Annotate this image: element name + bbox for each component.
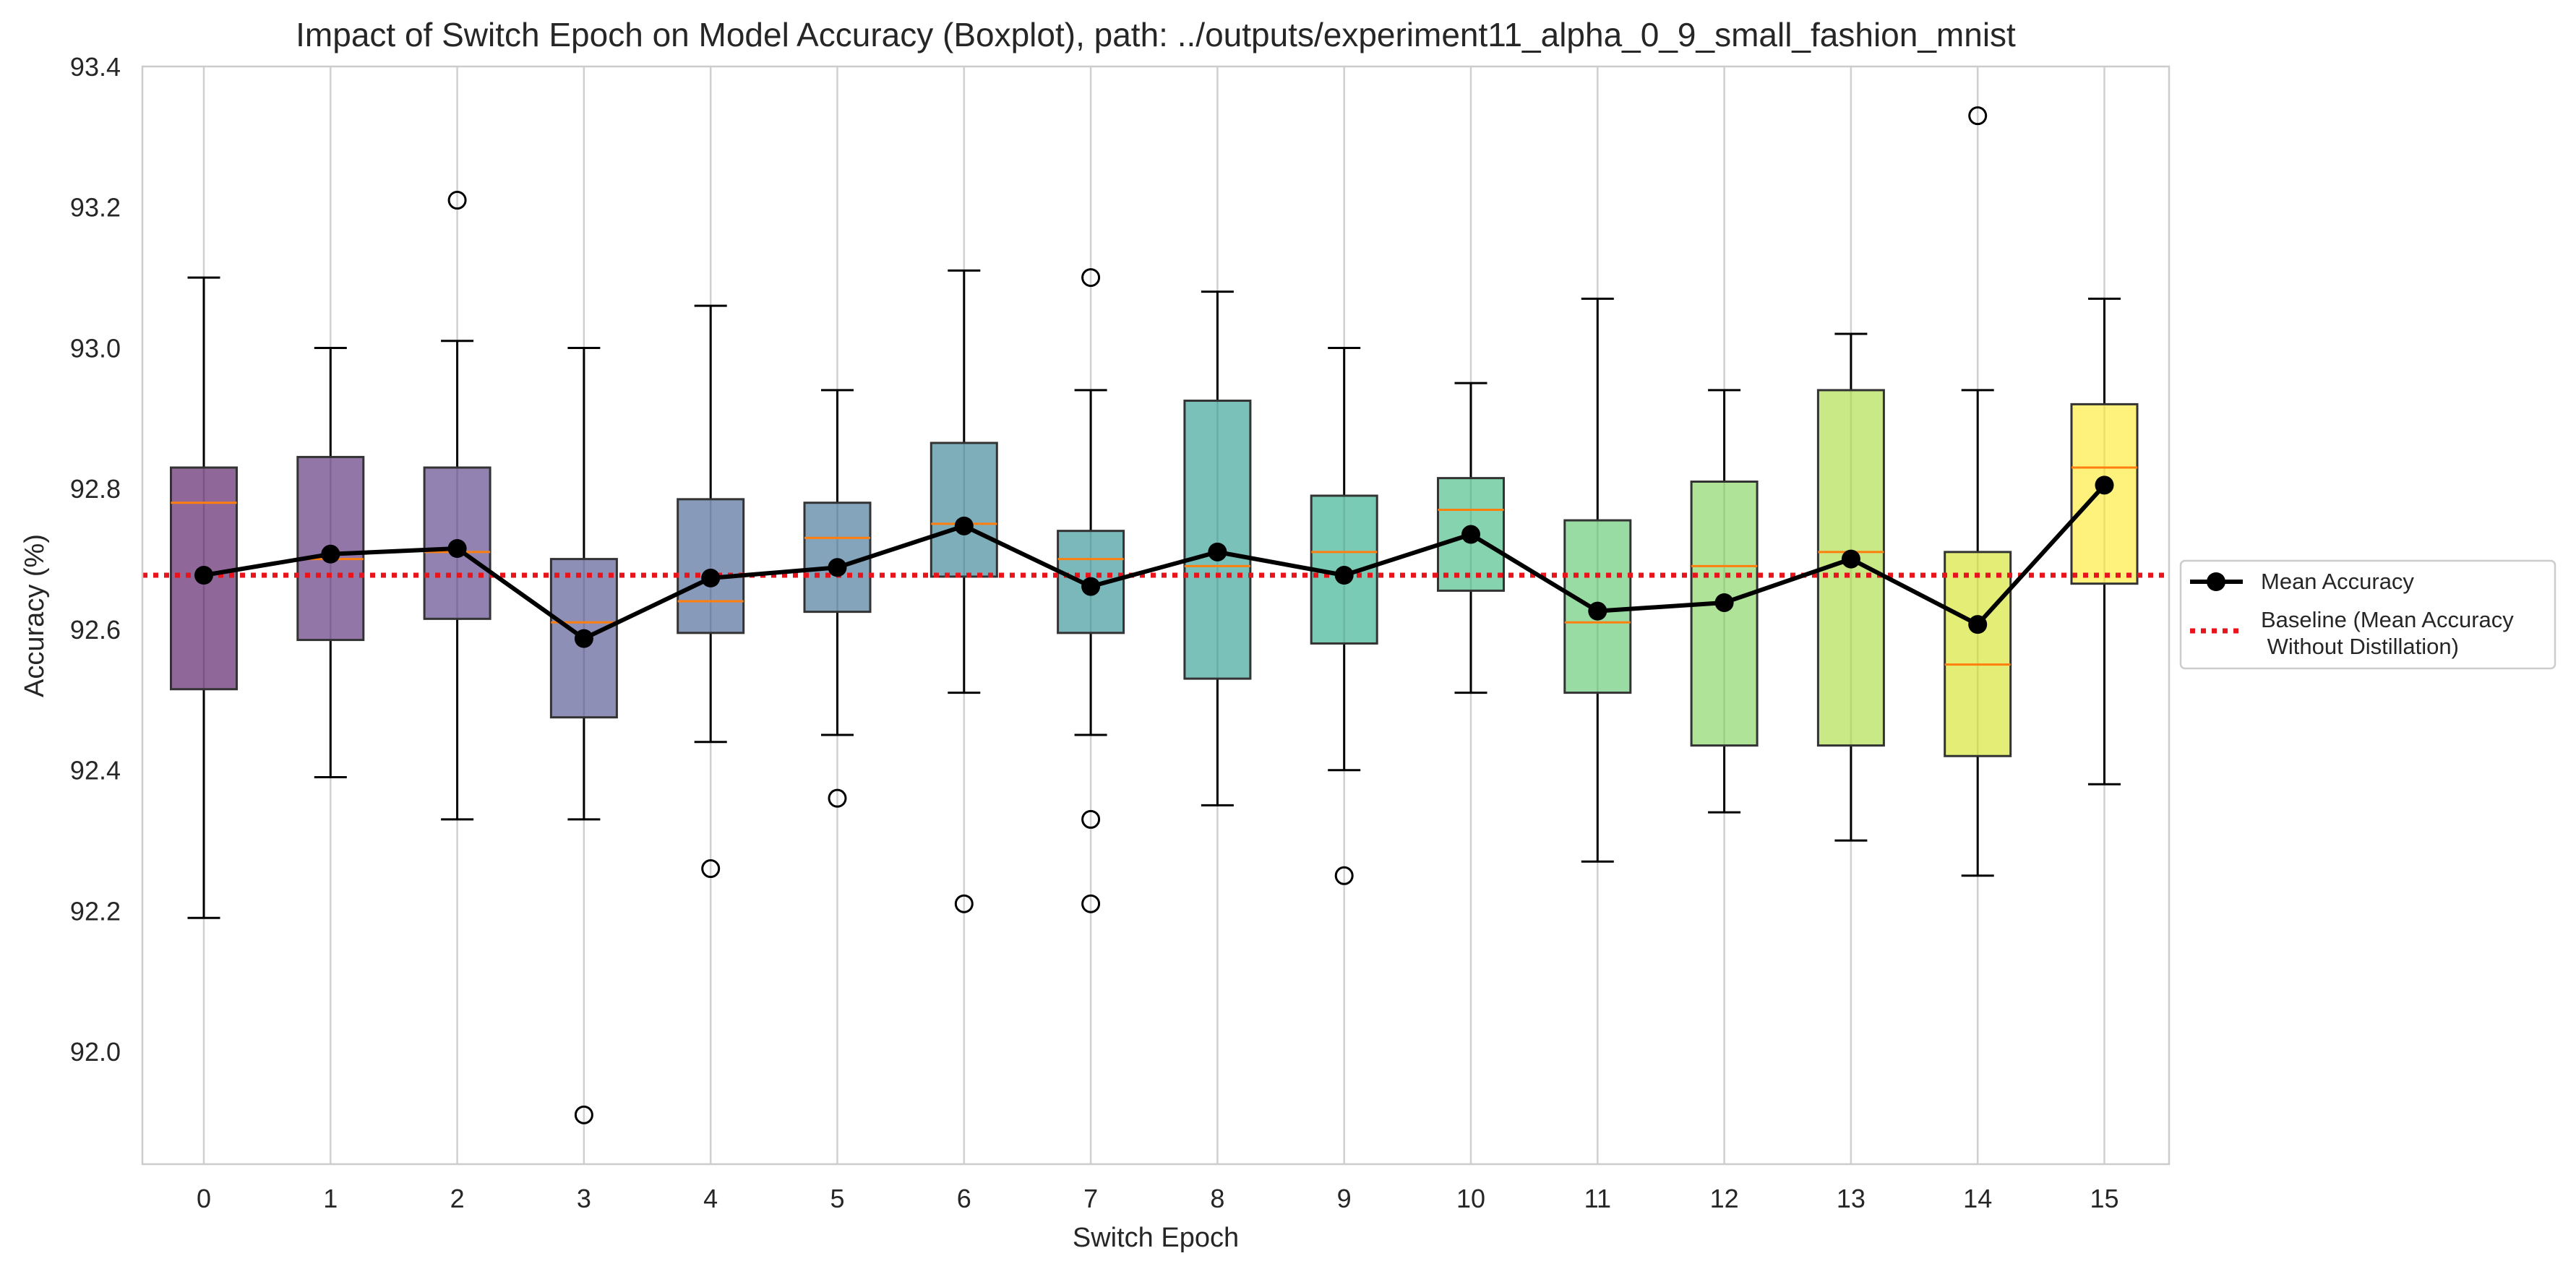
mean-accuracy-point-7 [1081,577,1101,596]
mean-accuracy-point-2 [447,538,467,558]
y-tick-label-92.0: 92.0 [70,1037,121,1067]
mean-accuracy-point-3 [574,629,593,648]
mean-accuracy-point-13 [1841,549,1860,569]
mean-accuracy-point-15 [2095,475,2114,495]
box-body [1944,551,2012,757]
mean-accuracy-series [194,475,2114,648]
legend-mean-accuracy-marker [2207,572,2225,591]
mean-accuracy-point-6 [954,516,974,535]
outlier-point [1968,106,1988,126]
y-tick-label-93.0: 93.0 [70,333,121,363]
mean-accuracy-point-8 [1208,542,1227,561]
x-tick-label-8: 8 [1210,1184,1224,1213]
y-tick-label-93.2: 93.2 [70,193,121,223]
x-tick-label-1: 1 [323,1184,338,1213]
y-axis-label: Accuracy (%) [20,534,50,697]
x-axis-label: Switch Epoch [1073,1223,1239,1253]
mean-accuracy-point-9 [1334,565,1354,585]
box-body [1183,400,1252,680]
outlier-point [954,894,974,913]
legend: Mean Accuracy Baseline (Mean Accuracy Wi… [2179,559,2556,670]
mean-accuracy-point-0 [194,565,213,585]
x-tick-label-12: 12 [1710,1184,1739,1213]
legend-frame [2179,559,2556,670]
outlier-point [1081,894,1101,913]
box-8 [1183,290,1252,806]
legend-mean-accuracy-label: Mean Accuracy [2261,569,2414,594]
y-tick-label-92.4: 92.4 [70,756,121,786]
x-tick-label-3: 3 [577,1184,591,1213]
x-tick-label-11: 11 [1584,1184,1611,1213]
y-tick-label-92.8: 92.8 [70,474,121,504]
outlier-point [828,788,847,808]
outlier-point [1334,866,1354,885]
box-12 [1690,389,1759,814]
outlier-point [1081,268,1101,288]
legend-baseline-label-line1: Baseline (Mean Accuracy [2261,607,2514,632]
mean-accuracy-line [203,483,2106,641]
mean-accuracy-point-11 [1588,601,1607,621]
mean-accuracy-point-5 [828,558,847,577]
mean-accuracy-point-10 [1461,525,1480,544]
outlier-point [701,859,721,879]
box-14 [1944,106,2012,877]
x-tick-label-15: 15 [2090,1184,2118,1213]
box-body [677,498,745,634]
box-body [803,502,872,614]
x-tick-label-5: 5 [830,1184,844,1213]
box-4 [677,304,745,879]
outlier-point [1081,809,1101,829]
x-tick-label-13: 13 [1837,1184,1866,1213]
x-tick-label-6: 6 [957,1184,971,1213]
outlier-point [447,191,467,210]
y-tick-label-93.4: 93.4 [70,52,121,82]
box-body [929,442,998,578]
x-tick-label-4: 4 [703,1184,718,1213]
x-tick-label-2: 2 [450,1184,465,1213]
x-tick-label-14: 14 [1963,1184,1992,1213]
box-body [1690,480,1759,747]
chart-title: Impact of Switch Epoch on Model Accuracy… [296,16,2016,53]
x-tick-label-10: 10 [1456,1184,1485,1213]
x-tick-label-0: 0 [197,1184,211,1213]
x-axis-ticks: 0 1 2 3 4 5 6 7 8 9 10 11 12 13 14 15 [197,1184,2119,1213]
x-tick-label-7: 7 [1083,1184,1098,1213]
mean-accuracy-point-1 [321,544,340,564]
x-tick-label-9: 9 [1337,1184,1352,1213]
mean-accuracy-point-4 [701,568,721,587]
box-5 [803,389,872,808]
y-tick-label-92.6: 92.6 [70,615,121,645]
box-6 [929,269,998,913]
outlier-point [574,1105,593,1124]
y-tick-label-92.2: 92.2 [70,896,121,926]
plot-area-frame [141,65,2171,1166]
y-axis-ticks: 92.0 92.2 92.4 92.6 92.8 93.0 93.2 93.4 [70,52,121,1067]
legend-baseline-label-line2: Without Distillation) [2261,634,2459,659]
mean-accuracy-point-14 [1968,615,1988,634]
mean-accuracy-point-12 [1714,593,1734,612]
